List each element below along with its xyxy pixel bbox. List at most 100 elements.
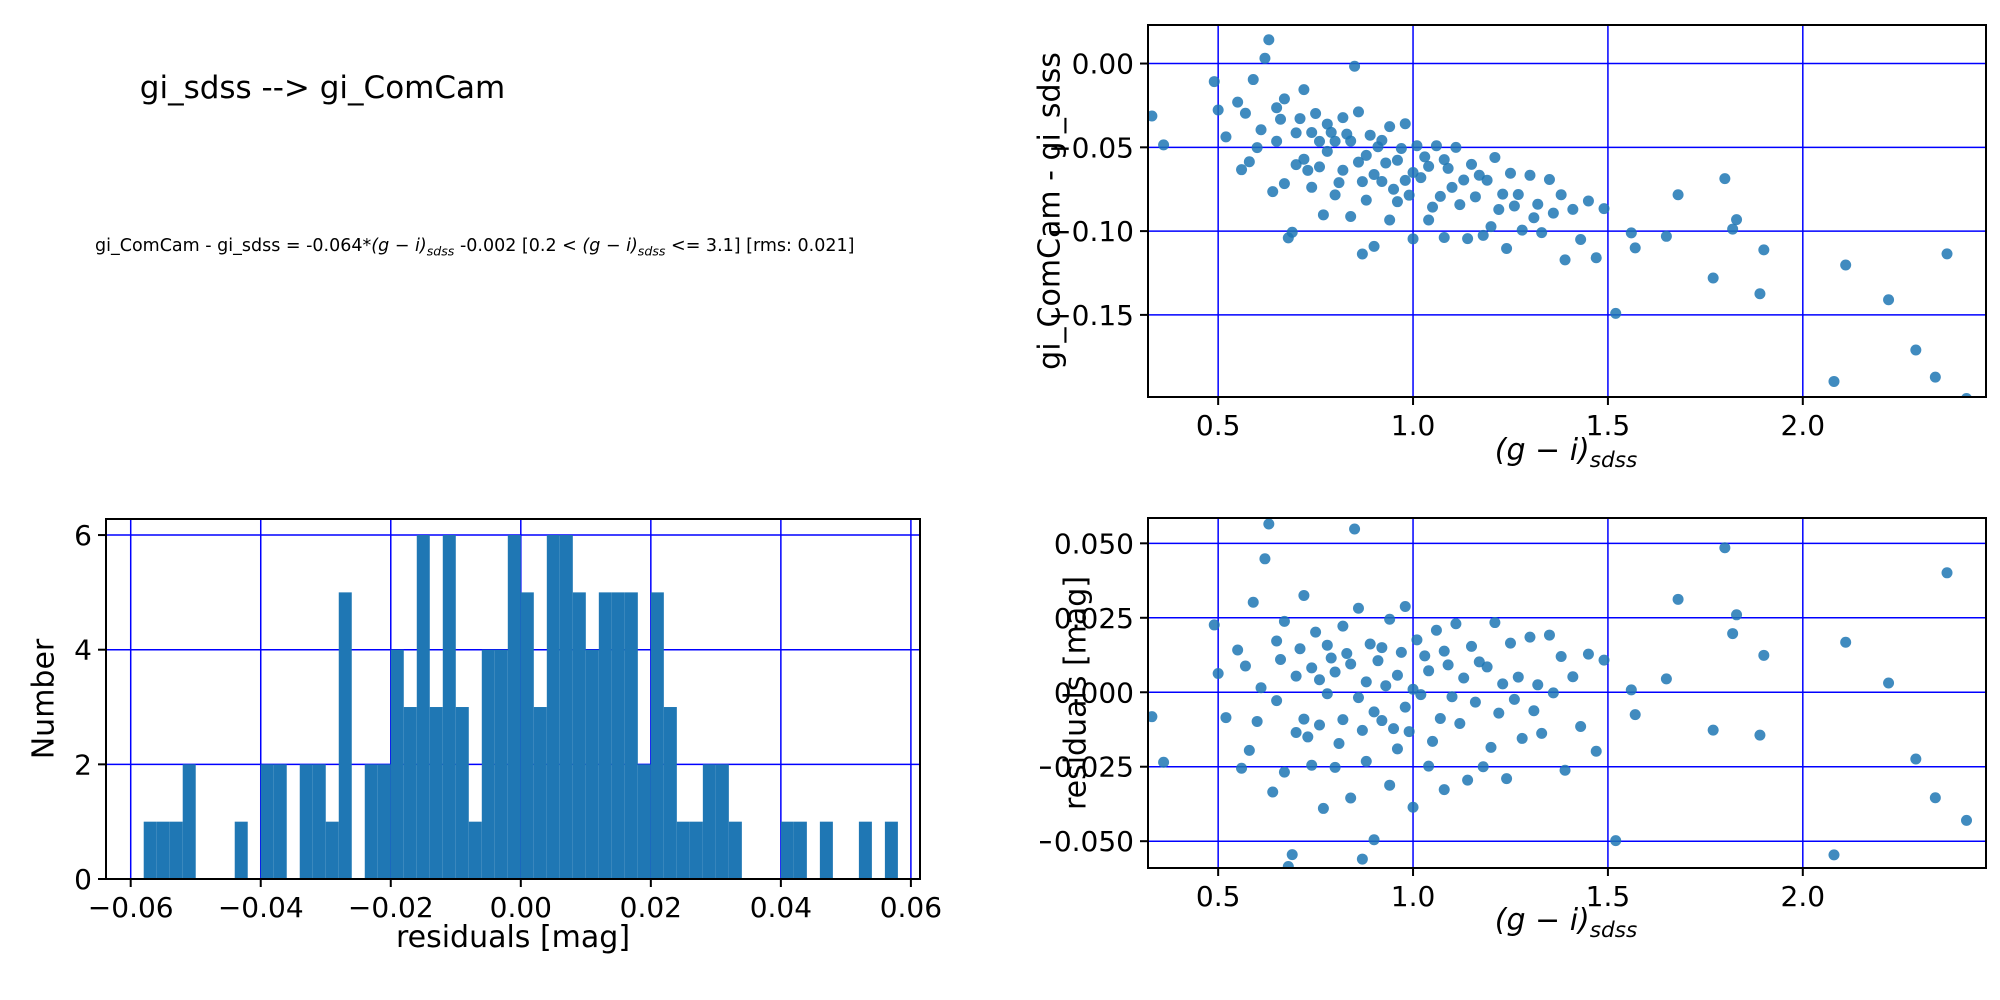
- data-point: [1512, 671, 1524, 683]
- y-tick-label: 6: [74, 519, 92, 552]
- data-point: [1251, 715, 1263, 727]
- data-point: [1727, 628, 1739, 640]
- data-point: [1333, 737, 1345, 749]
- data-point: [1501, 242, 1513, 254]
- histogram-bar: [429, 707, 443, 879]
- data-point: [1267, 186, 1279, 198]
- axes-spines: [1147, 24, 1987, 398]
- data-point: [1259, 553, 1271, 565]
- data-point: [1368, 706, 1380, 718]
- data-point: [1407, 233, 1419, 245]
- data-point: [1333, 177, 1345, 189]
- data-point: [1329, 666, 1341, 678]
- data-point: [1321, 639, 1333, 651]
- y-tick-label: 0.050: [1054, 527, 1134, 560]
- x-tick-label: 0.06: [880, 891, 942, 924]
- data-point: [1423, 160, 1435, 172]
- data-point: [1356, 176, 1368, 188]
- histogram-bar: [819, 821, 833, 879]
- histogram-bar: [416, 535, 430, 879]
- data-point: [1236, 164, 1248, 176]
- data-point: [1290, 670, 1302, 682]
- data-point: [1399, 701, 1411, 713]
- data-point: [1758, 649, 1770, 661]
- data-point: [1306, 181, 1318, 193]
- equation-prefix: gi_ComCam - gi_sdss = -0.064*: [95, 236, 372, 256]
- data-point: [1368, 240, 1380, 252]
- data-point: [1236, 762, 1248, 774]
- y-tick-label: 0: [74, 863, 92, 896]
- data-point: [1754, 729, 1766, 741]
- data-point: [1528, 212, 1540, 224]
- data-point: [1407, 166, 1419, 178]
- data-point: [1399, 174, 1411, 186]
- data-point: [1384, 121, 1396, 133]
- x-tick-label: 0.5: [1196, 409, 1241, 442]
- data-point: [1356, 724, 1368, 736]
- x-axis-label-color-term: (g − i)sdss: [1416, 433, 1716, 473]
- x-tick-label: 2.0: [1781, 880, 1826, 913]
- data-point: [1504, 637, 1516, 649]
- data-point: [1629, 242, 1641, 254]
- data-point: [1438, 232, 1450, 244]
- data-point: [1306, 662, 1318, 674]
- data-point: [1497, 188, 1509, 200]
- data-point: [1298, 84, 1310, 96]
- data-point: [1493, 203, 1505, 215]
- data-point: [1278, 93, 1290, 105]
- data-point: [1598, 654, 1610, 666]
- histogram-bar: [585, 649, 599, 879]
- data-point: [1567, 671, 1579, 683]
- data-point: [1263, 518, 1275, 530]
- data-point: [1352, 106, 1364, 118]
- data-point: [1555, 189, 1567, 201]
- histogram-bar: [611, 592, 625, 879]
- y-tick-label: −0.050: [1040, 825, 1134, 858]
- data-point: [1512, 189, 1524, 201]
- x-tick-label: 1.5: [1586, 409, 1631, 442]
- data-point: [1302, 731, 1314, 743]
- data-point: [1310, 626, 1322, 638]
- data-point: [1220, 712, 1232, 724]
- histogram-bar: [728, 821, 742, 879]
- y-tick-label: −0.05: [1048, 131, 1134, 164]
- data-point: [1282, 861, 1294, 868]
- data-point: [1543, 173, 1555, 185]
- data-point: [1454, 199, 1466, 211]
- data-point: [1575, 721, 1587, 733]
- histogram-bar: [260, 764, 274, 879]
- histogram-bar: [650, 592, 664, 879]
- data-point: [1625, 227, 1637, 239]
- data-point: [1391, 196, 1403, 208]
- data-point: [1399, 600, 1411, 612]
- data-point: [1536, 227, 1548, 239]
- page-title: gi_sdss --> gi_ComCam: [139, 70, 506, 106]
- data-point: [1559, 254, 1571, 266]
- histogram-bar: [156, 821, 170, 879]
- data-point: [1489, 617, 1501, 629]
- equation-gi-term2: (g − i): [582, 236, 638, 256]
- data-point: [1399, 118, 1411, 130]
- x-tick-label: 0.02: [620, 891, 682, 924]
- data-point: [1313, 161, 1325, 173]
- data-point: [1625, 684, 1637, 696]
- data-point: [1508, 200, 1520, 212]
- data-point: [1473, 656, 1485, 668]
- equation-gi-sub2: sdss: [637, 243, 666, 259]
- data-point: [1719, 173, 1731, 185]
- data-point: [1672, 189, 1684, 201]
- data-point: [1719, 542, 1731, 554]
- data-point: [1559, 764, 1571, 776]
- x-tick-label: 0.00: [490, 891, 552, 924]
- histogram-bar: [715, 764, 729, 879]
- data-point: [1598, 203, 1610, 215]
- data-point: [1427, 201, 1439, 213]
- data-point: [1450, 618, 1462, 630]
- data-point: [1275, 113, 1287, 125]
- data-point: [1660, 673, 1672, 685]
- axes-spines: [105, 518, 921, 880]
- data-layer: [1148, 518, 1973, 868]
- data-point: [1532, 198, 1544, 210]
- data-point: [1158, 139, 1170, 151]
- data-layer: [1148, 34, 1972, 397]
